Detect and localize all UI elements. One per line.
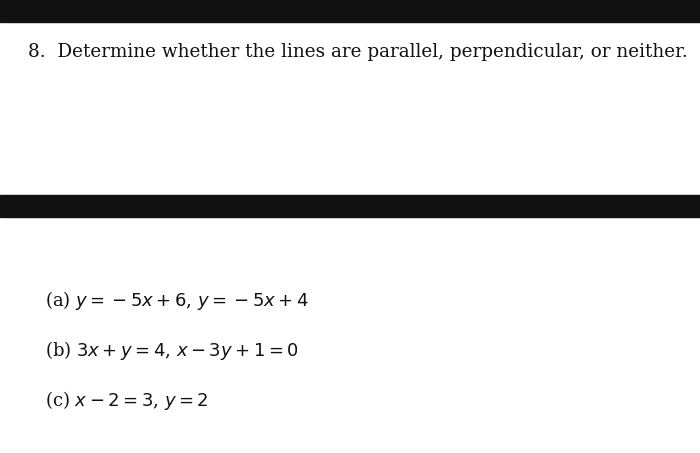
Text: (c) $x - 2 = 3$, $y = 2$: (c) $x - 2 = 3$, $y = 2$ <box>45 389 209 411</box>
Bar <box>0 195 700 217</box>
Bar <box>0 0 700 22</box>
Text: (a) $y = -5x + 6$, $y = -5x + 4$: (a) $y = -5x + 6$, $y = -5x + 4$ <box>45 289 309 312</box>
Text: 8.  Determine whether the lines are parallel, perpendicular, or neither.: 8. Determine whether the lines are paral… <box>28 43 687 61</box>
Text: (b) $3x + y = 4$, $x - 3y + 1 = 0$: (b) $3x + y = 4$, $x - 3y + 1 = 0$ <box>45 338 299 361</box>
